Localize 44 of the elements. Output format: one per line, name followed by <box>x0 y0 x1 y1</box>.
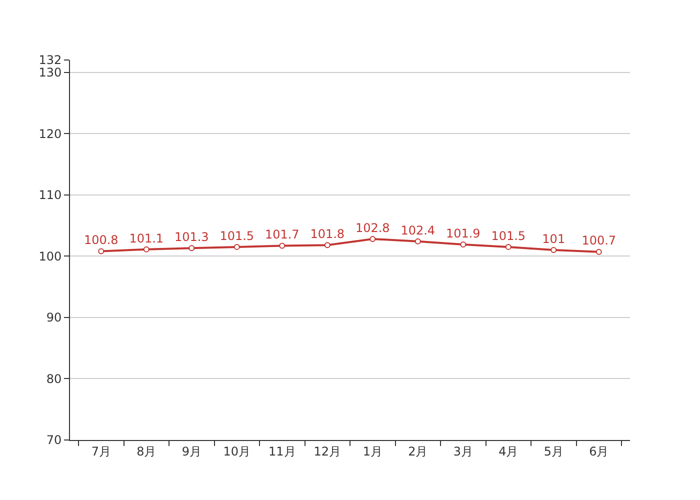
data-label: 101 <box>542 232 566 246</box>
y-tick-label: 132 <box>38 53 62 68</box>
point <box>279 242 286 249</box>
data-label: 100.7 <box>582 234 616 248</box>
data-label: 101.8 <box>310 226 345 241</box>
data-label: 101.1 <box>129 231 164 246</box>
point <box>324 242 330 248</box>
x-tick-label: 3月 <box>453 444 473 458</box>
x-tick-label: 4月 <box>498 444 518 458</box>
y-tick-label: 70 <box>46 433 62 448</box>
x-tick-label: 2月 <box>408 444 428 458</box>
point <box>550 247 557 253</box>
data-label: 102.8 <box>355 220 390 235</box>
y-tick-label: 100 <box>38 249 62 264</box>
data-label: 101.5 <box>220 228 254 243</box>
point <box>234 244 240 250</box>
x-tick-label: 7月 <box>91 444 111 458</box>
x-tick-label: 6月 <box>589 444 609 458</box>
point <box>505 244 512 250</box>
x-tick-label: 11月 <box>268 444 296 458</box>
point <box>143 246 150 252</box>
x-tick-label: 12月 <box>314 444 342 458</box>
data-label: 101.3 <box>174 230 209 244</box>
point <box>188 245 195 252</box>
y-tick-label: 130 <box>38 65 62 80</box>
point <box>370 236 376 242</box>
point <box>98 248 104 254</box>
x-tick-label: 1月 <box>362 444 382 458</box>
data-label: 101.5 <box>491 228 526 243</box>
data-label: 100.8 <box>84 233 118 248</box>
point <box>596 248 602 255</box>
x-tick-label: 10月 <box>223 444 251 458</box>
x-tick-label: 5月 <box>544 444 564 458</box>
data-label: 102.4 <box>400 223 436 238</box>
y-tick-label: 120 <box>38 126 62 141</box>
data-label: 101.9 <box>446 226 480 240</box>
y-tick-label: 90 <box>46 310 62 325</box>
data-label: 101.7 <box>264 228 300 242</box>
point <box>460 241 466 248</box>
y-tick-label: 80 <box>46 372 62 386</box>
x-tick-label: 8月 <box>136 444 156 458</box>
y-tick-label: 110 <box>38 188 62 202</box>
x-tick-label: 9月 <box>182 444 202 458</box>
point <box>414 238 421 244</box>
